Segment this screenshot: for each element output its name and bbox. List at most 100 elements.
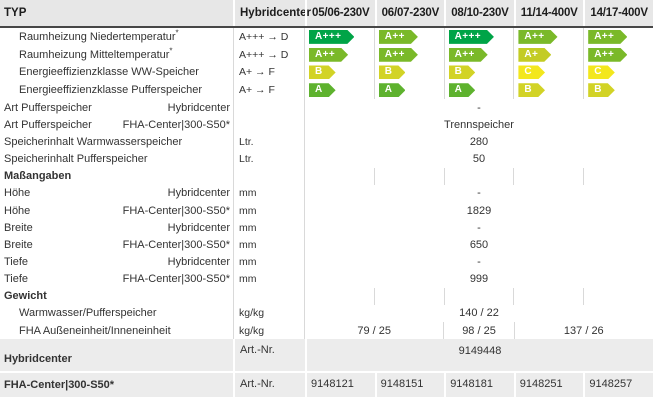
row-label: Energieeffizienzklasse Pufferspeicher [19, 84, 203, 97]
value-cell: A++ [513, 28, 583, 46]
energy-class-badge: C [518, 65, 545, 79]
unit-cell [233, 287, 305, 305]
row-label-cell: FHA Außeneinheit/Inneneinheit [0, 325, 233, 337]
unit-cell: mm [233, 253, 305, 271]
table-row: Energieeffizienzklasse Pufferspeicher A+ … [0, 81, 653, 100]
row-label-cell: Energieeffizienzklasse WW-Speicher [0, 66, 233, 78]
unit-cell: mm [233, 184, 305, 203]
row-values: 50 [305, 151, 653, 168]
energy-class-badge: A [309, 83, 336, 97]
row-label: Raumheizung Niedertemperatur* [19, 28, 179, 43]
row-values [305, 287, 653, 305]
row-values: - [305, 185, 653, 202]
value-cell: 9149448 [458, 345, 502, 358]
table-row: FHA Außeneinheit/Inneneinheit kg/kg 79 / 2… [0, 322, 653, 340]
column-header-typ: TYP [0, 7, 233, 19]
row-values: 9148121 9148151 9148181 9148251 9148257 [305, 373, 653, 398]
row-label: Breite [4, 238, 33, 251]
row-label-cell: Raumheizung Niedertemperatur* [0, 28, 233, 43]
row-label: Breite [4, 221, 33, 234]
row-label-cell: Höhe Hybridcenter [0, 187, 233, 199]
value-cell: B [373, 63, 444, 82]
asterisk-marker: * [175, 28, 179, 38]
unit-cell [233, 167, 305, 185]
energy-class-badge: A++ [449, 48, 488, 62]
column-header: 08/10-230V [444, 0, 514, 26]
value-cell: A++ [443, 45, 514, 64]
table-row: Höhe Hybridcenter mm - [0, 184, 653, 203]
unit-cell: kg/kg [233, 322, 305, 340]
table-row: Maßangaben [0, 167, 653, 185]
unit-text: mm [239, 204, 257, 217]
row-sublabel: Hybridcenter [167, 221, 230, 234]
row-label-cell: Breite FHA-Center|300-S50* [0, 239, 233, 251]
unit-text: Ltr. [239, 136, 254, 149]
table-row: Art Pufferspeicher FHA-Center|300-S50* Tre… [0, 116, 653, 134]
unit-text: A+ → F [239, 66, 275, 79]
row-values: A++ A++ A++ A+ A++ [305, 45, 653, 64]
row-values: - [305, 99, 653, 116]
table-row: Warmwasser/Pufferspeicher kg/kg 140 / 22 [0, 304, 653, 323]
unit-text: mm [239, 187, 257, 200]
energy-class-badge: A [449, 83, 476, 97]
column-header-hybridcenter: Hybridcenter [233, 0, 311, 26]
row-values: - [305, 253, 653, 270]
row-label-cell: Höhe FHA-Center|300-S50* [0, 205, 233, 217]
row-sublabel: Hybridcenter [167, 256, 230, 269]
row-values: A+++ A++ A+++ A++ A++ [305, 28, 653, 46]
row-values: 140 / 22 [305, 305, 653, 322]
row-values: 79 / 25 98 / 25 137 / 26 [305, 322, 653, 340]
article-number-cell: 9148121 [311, 378, 354, 391]
value-cell: - [477, 187, 481, 200]
header-label: Hybridcenter [240, 7, 311, 19]
unit-cell: Ltr. [233, 150, 305, 168]
unit-text: mm [239, 256, 257, 269]
column-header: 05/06-230V [305, 0, 375, 26]
unit-cell [233, 99, 305, 117]
energy-class-badge: B [309, 65, 336, 79]
unit-cell: A+ → F [233, 81, 305, 100]
row-label: Speicherinhalt Warmwasserspeicher [4, 136, 183, 149]
row-label-cell: Maßangaben [0, 170, 233, 182]
table-row: Raumheizung Mitteltemperatur* A+++ → D A++… [0, 45, 653, 64]
column-header: 06/07-230V [374, 0, 445, 26]
table-row: Höhe FHA-Center|300-S50* mm 1829 [0, 202, 653, 220]
table-row: Breite Hybridcenter mm - [0, 219, 653, 237]
table-row: Gewicht [0, 287, 653, 305]
unit-cell: A+++ → D [233, 28, 305, 46]
value-cell: A++ [373, 28, 444, 46]
row-values: - [305, 219, 653, 236]
table-body: Raumheizung Niedertemperatur* A+++ → D A++… [0, 28, 653, 340]
value-cell: 1829 [466, 204, 492, 217]
value-cell: 50 [472, 153, 486, 166]
value-cell: A+ [513, 45, 583, 64]
value-cell: C [513, 63, 583, 82]
energy-class-badge: B [518, 83, 545, 97]
row-values: 999 [305, 271, 653, 288]
table-row: Speicherinhalt Pufferspeicher Ltr. 50 [0, 150, 653, 168]
row-label: FHA Außeneinheit/Inneneinheit [19, 324, 171, 337]
row-label: Tiefe [4, 256, 29, 269]
footer-row: FHA-Center|300-S50* Art.-Nr. 9148121 914815… [0, 373, 653, 398]
row-label-cell: Art Pufferspeicher Hybridcenter [0, 102, 233, 114]
value-cell: B [583, 81, 653, 100]
table-row: Art Pufferspeicher Hybridcenter - [0, 99, 653, 117]
unit-cell: kg/kg [233, 304, 305, 323]
table-row: Energieeffizienzklasse WW-Speicher A+ → F… [0, 63, 653, 82]
row-label: Raumheizung Mitteltemperatur* [19, 46, 173, 61]
row-label-cell: Speicherinhalt Pufferspeicher [0, 153, 233, 165]
value-cell: A++ [373, 45, 444, 64]
unit-cell: mm [233, 202, 305, 220]
row-label-cell: Tiefe Hybridcenter [0, 256, 233, 268]
energy-class-badge: A++ [309, 48, 348, 62]
energy-class-badge: A+ [518, 48, 551, 62]
row-values: 280 [305, 133, 653, 150]
row-sublabel: Hybridcenter [167, 101, 230, 114]
value-cell: B [305, 64, 374, 82]
value-cell: A [373, 81, 444, 100]
header-row: TYP Hybridcenter 05/06-230V 06/07-230V 0… [0, 0, 653, 28]
unit-text: mm [239, 273, 257, 286]
unit-text: Art.-Nr. [240, 344, 275, 357]
unit-cell: Art.-Nr. [233, 339, 305, 372]
